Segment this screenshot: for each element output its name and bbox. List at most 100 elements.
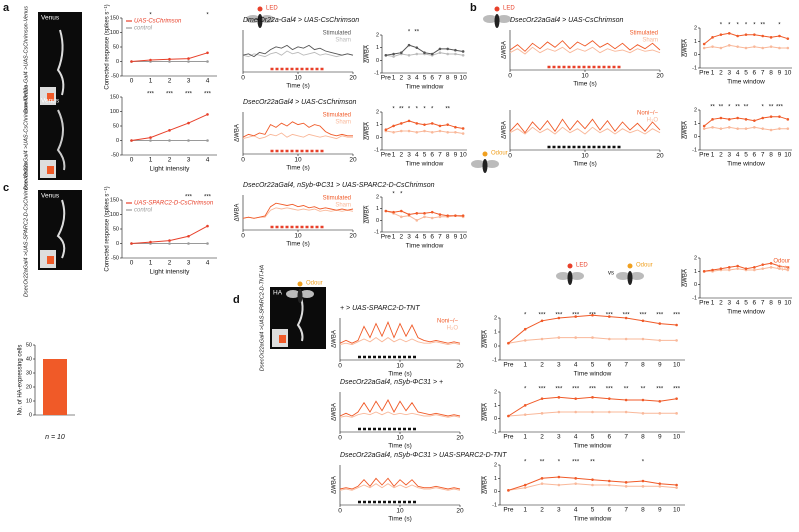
y-tick-label: 2	[694, 255, 697, 261]
point	[658, 400, 662, 403]
y-tick-label: 1	[376, 122, 379, 128]
point	[384, 53, 388, 57]
series-line	[509, 46, 661, 55]
x-axis-label: Time (s)	[573, 81, 597, 88]
y-axis-label: ΔWBA	[235, 204, 241, 222]
y-tick-label: 2	[376, 194, 379, 200]
x-tick-label: 9	[658, 507, 662, 514]
point	[658, 322, 662, 325]
x-tick-label: 3	[407, 152, 411, 159]
point	[523, 339, 527, 342]
point	[641, 398, 645, 402]
x-tick-label: 4	[206, 157, 210, 164]
fly-wing	[260, 15, 274, 23]
point	[761, 127, 765, 130]
point	[206, 60, 209, 63]
point	[187, 139, 190, 142]
y-tick-label: 100	[110, 212, 119, 218]
point	[608, 483, 611, 487]
x-tick-label: 9	[454, 152, 458, 159]
x-tick-label: 3	[727, 152, 731, 159]
y-tick-label: 150	[110, 94, 119, 100]
point	[744, 118, 748, 121]
y-tick-label: 2	[494, 462, 497, 468]
significance: ***	[572, 387, 580, 393]
point	[461, 50, 465, 53]
point	[438, 129, 442, 133]
panel-label: d	[233, 294, 240, 306]
point	[753, 33, 756, 36]
point	[675, 339, 678, 342]
point	[392, 55, 395, 58]
chart-title: + > UAS-SPARC2-D-TNT	[340, 305, 420, 312]
significance: *	[753, 23, 756, 29]
point	[523, 483, 527, 487]
point	[415, 219, 419, 222]
image-detail	[56, 199, 66, 259]
x-tick-label: 1	[392, 234, 396, 241]
series-line	[508, 314, 677, 344]
point	[574, 410, 577, 414]
point	[719, 127, 723, 130]
x-tick-label: 4	[736, 152, 740, 159]
point	[675, 397, 678, 400]
point	[761, 116, 765, 120]
point	[608, 410, 611, 414]
x-tick-label: 4	[415, 234, 419, 241]
point	[778, 46, 781, 50]
image-label: HA	[273, 290, 283, 297]
point	[778, 264, 781, 268]
y-tick-label: 2	[694, 25, 697, 31]
point	[540, 337, 544, 341]
y-tick-label: -1	[492, 357, 497, 363]
x-tick-label: 10	[294, 75, 302, 82]
y-axis-label: Corrected response (spikes s⁻¹)	[105, 4, 111, 89]
point	[446, 52, 449, 56]
significance: ***	[185, 195, 193, 201]
point	[540, 482, 544, 485]
point	[624, 398, 628, 402]
chart-title: DsecOr22aGal4 > UAS-CsChrimson	[243, 99, 357, 106]
panel-label: a	[3, 2, 10, 14]
x-axis-label: Time window	[406, 161, 444, 168]
significance: *	[524, 387, 527, 393]
point	[753, 119, 756, 122]
point	[454, 48, 457, 52]
x-tick-label: 10	[673, 507, 681, 514]
point	[400, 51, 403, 55]
significance: ***	[166, 92, 174, 98]
point	[454, 214, 457, 217]
legend-entry: H₂O	[647, 118, 659, 124]
point	[591, 396, 594, 399]
significance: **	[744, 105, 749, 111]
significance: *	[392, 192, 395, 198]
legend-entry: Noni−/−	[637, 111, 659, 117]
fly-wing	[485, 160, 499, 168]
chart-title: DsecOr22aGal4, nSyb-ΦC31 > UAS-SPARC2-D-…	[243, 182, 435, 189]
x-tick-label: 3	[407, 234, 411, 241]
x-tick-label: 6	[608, 434, 612, 441]
point	[727, 118, 731, 121]
point	[786, 118, 790, 121]
image-label: Venus	[41, 193, 60, 200]
point	[415, 212, 419, 215]
x-tick-label: 3	[727, 300, 731, 307]
y-tick-label: -1	[492, 429, 497, 435]
point	[507, 414, 510, 418]
x-tick-label: 4	[574, 434, 578, 441]
bar	[43, 359, 67, 415]
fly-wing	[471, 160, 485, 168]
note: n = 10	[45, 434, 65, 441]
point	[769, 266, 773, 269]
x-tick-label: Pre	[699, 152, 710, 159]
x-tick-label: 5	[423, 234, 427, 241]
y-axis-label: Corrected response (spikes s⁻¹)	[105, 186, 111, 271]
x-axis-label: Time (s)	[388, 443, 412, 450]
y-axis-label: ΔWBA	[483, 330, 489, 348]
significance: *	[416, 107, 419, 113]
x-axis-label: Time window	[574, 371, 612, 378]
point	[130, 60, 133, 63]
point	[392, 210, 395, 214]
point	[574, 315, 577, 318]
chart-title: DsecOr22aGal4, nSyb-ΦC31 > UAS-SPARC2-D-…	[340, 452, 507, 459]
